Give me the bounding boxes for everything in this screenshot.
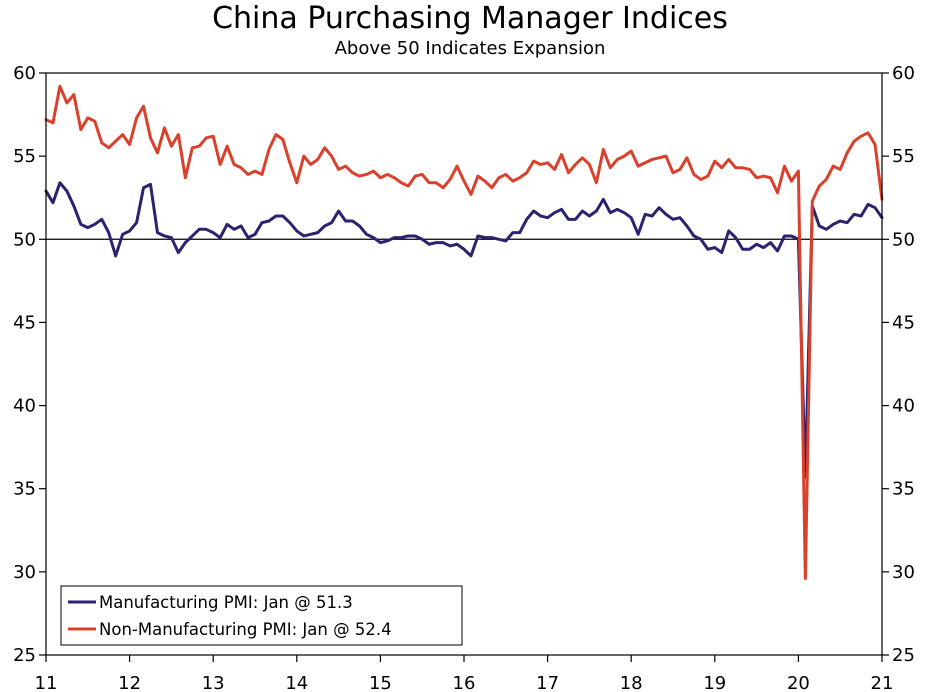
y-tick-label-left: 45: [13, 312, 36, 333]
x-tick-label: 14: [285, 673, 308, 692]
x-tick-label: 20: [787, 673, 810, 692]
y-tick-label-right: 60: [892, 63, 915, 84]
x-tick-label: 19: [703, 673, 726, 692]
y-tick-label-left: 60: [13, 63, 36, 84]
y-tick-label-left: 35: [13, 479, 36, 500]
axis-layer: [39, 72, 889, 662]
series-line-manufacturing: [44, 181, 884, 479]
legend-label-non-manufacturing: Non-Manufacturing PMI: Jan @ 52.4: [99, 620, 392, 639]
x-tick-label: 12: [118, 673, 141, 692]
y-tick-label-left: 30: [13, 562, 36, 583]
x-tick-label: 11: [35, 673, 58, 692]
y-tick-label-right: 25: [892, 645, 915, 666]
chart-title: China Purchasing Manager Indices: [212, 1, 728, 36]
plot-frame: [45, 72, 883, 656]
legend-label-manufacturing: Manufacturing PMI: Jan @ 51.3: [99, 593, 353, 612]
series-layer: [44, 84, 884, 581]
x-tick-label: 15: [369, 673, 392, 692]
chart-subtitle: Above 50 Indicates Expansion: [335, 38, 606, 59]
y-tick-label-right: 45: [892, 312, 915, 333]
x-tick-label: 18: [620, 673, 643, 692]
y-tick-label-left: 40: [13, 396, 36, 417]
legend-box: [60, 585, 463, 646]
x-tick-label: 21: [871, 673, 894, 692]
y-tick-label-right: 40: [892, 396, 915, 417]
y-tick-label-right: 35: [892, 479, 915, 500]
x-tick-label: 17: [536, 673, 559, 692]
tick-label-layer: 25 25 30 30 35 35 40 40 45 45 50 50 55 55 60 60 11 12 13 14…: [13, 63, 915, 692]
y-tick-label-right: 55: [892, 146, 915, 167]
series-line-non-manufacturing: [44, 84, 884, 581]
y-tick-label-left: 50: [13, 229, 36, 250]
y-tick-label-right: 50: [892, 229, 915, 250]
x-tick-label: 16: [453, 673, 476, 692]
x-tick-label: 13: [202, 673, 225, 692]
legend: Manufacturing PMI: Jan @ 51.3 Non-Manufa…: [60, 585, 463, 646]
y-tick-label-left: 25: [13, 645, 36, 666]
y-tick-label-right: 30: [892, 562, 915, 583]
y-tick-label-left: 55: [13, 146, 36, 167]
